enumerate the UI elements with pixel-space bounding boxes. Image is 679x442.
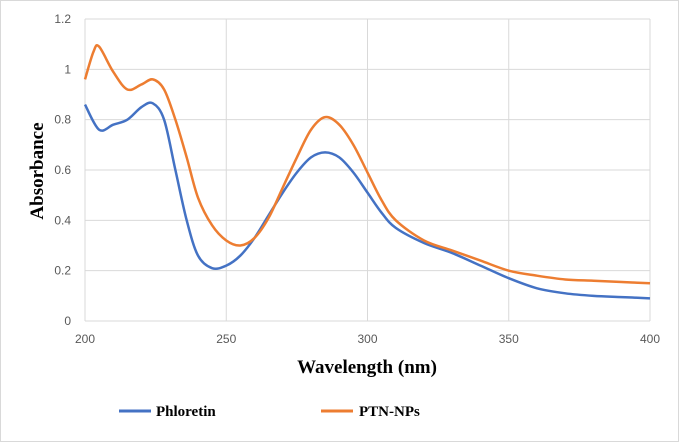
y-tick-label: 0.8	[54, 113, 71, 127]
y-tick-labels: 0 0.2 0.4 0.6 0.8 1 1.2	[54, 12, 71, 328]
y-tick-label: 0.6	[54, 163, 71, 177]
x-tick-label: 350	[499, 332, 519, 346]
y-tick-label: 1.2	[54, 12, 71, 26]
legend: Phloretin PTN-NPs	[119, 404, 420, 420]
x-tick-label: 400	[640, 332, 660, 346]
y-tick-label: 0.2	[54, 264, 71, 278]
x-tick-labels: 200 250 300 350 400	[75, 332, 660, 346]
x-axis-label: Wavelength (nm)	[297, 357, 437, 378]
y-tick-label: 1	[64, 62, 71, 76]
series-lines	[83, 44, 651, 300]
x-tick-label: 250	[216, 332, 236, 346]
y-tick-label: 0.4	[54, 213, 71, 227]
series-line-ptn-nps	[83, 44, 651, 285]
x-tick-label: 300	[357, 332, 377, 346]
gridlines	[84, 18, 651, 322]
legend-label-ptn-nps: PTN-NPs	[359, 404, 420, 420]
legend-label-phloretin: Phloretin	[156, 404, 216, 420]
y-tick-label: 0	[64, 314, 71, 328]
series-line-phloretin	[83, 101, 651, 300]
x-tick-label: 200	[75, 332, 95, 346]
y-axis-label: Absorbance	[27, 122, 48, 219]
